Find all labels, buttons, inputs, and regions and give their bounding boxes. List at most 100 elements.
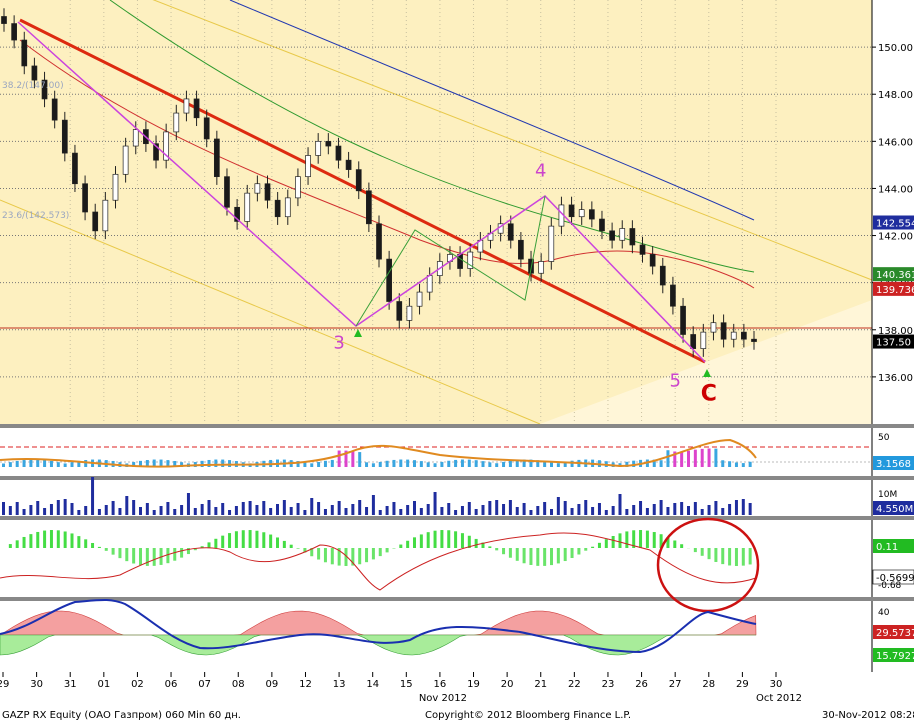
oscillator-bar	[351, 451, 355, 467]
candle-body	[609, 230, 615, 241]
indicator-tag-label: 15.7927	[876, 651, 914, 662]
candle-body	[31, 65, 38, 81]
y-tick-label: 144.00	[878, 184, 913, 195]
macd-bar	[666, 537, 670, 548]
macd-bar	[618, 533, 622, 548]
oscillator-bar	[77, 460, 81, 467]
x-tick-label: 19	[467, 679, 480, 690]
volume-bar	[741, 499, 745, 515]
macd-bar	[241, 530, 245, 548]
candle-body	[254, 183, 261, 194]
oscillator-bar	[680, 452, 684, 467]
volume-bar	[166, 502, 170, 515]
candle-body	[92, 211, 99, 232]
candle-body	[680, 305, 686, 335]
volume-bar	[625, 509, 629, 515]
indicator-tick-label: 40	[878, 608, 890, 618]
macd-bar	[748, 548, 752, 565]
macd-bar	[248, 530, 252, 548]
volume-bar	[214, 507, 218, 515]
volume-panel	[2, 477, 752, 515]
macd-bar	[111, 548, 115, 555]
macd-bar	[645, 530, 649, 548]
x-tick-label: 27	[669, 679, 682, 690]
volume-bar	[652, 504, 656, 515]
oscillator-bar	[488, 462, 492, 467]
volume-bar	[467, 502, 471, 515]
macd-bar	[508, 548, 512, 558]
volume-bar	[522, 503, 526, 515]
oscillator-bar	[84, 460, 88, 467]
macd-bar	[8, 544, 12, 548]
volume-bar	[563, 501, 567, 515]
oscillator-bar	[515, 459, 519, 467]
macd-bar	[591, 546, 595, 548]
volume-bar	[152, 510, 156, 515]
volume-bar	[454, 510, 458, 515]
macd-bar	[529, 548, 533, 565]
volume-bar	[180, 505, 184, 515]
oscillator-bar	[748, 461, 752, 467]
macd-bar	[659, 534, 663, 548]
volume-bar	[481, 505, 485, 515]
volume-bar	[310, 498, 314, 515]
volume-bar	[365, 507, 369, 515]
candle-body	[21, 39, 28, 67]
candle-body	[548, 225, 555, 262]
macd-bar	[652, 532, 656, 548]
wave-label: C	[701, 381, 717, 406]
oscillator-bar	[70, 462, 74, 467]
volume-bar	[43, 508, 47, 515]
candle-body	[284, 197, 291, 218]
x-tick-label: 02	[131, 679, 144, 690]
oscillator-bar	[8, 462, 12, 467]
candle-body	[578, 209, 585, 218]
oscillator-bar	[426, 462, 430, 467]
oscillator-bar	[139, 460, 142, 467]
macd-bar	[145, 548, 149, 566]
candle-body	[720, 322, 727, 340]
macd-line	[0, 532, 757, 591]
dmi-plus-area	[0, 610, 757, 636]
y-tick-label: 150.00	[878, 43, 913, 54]
macd-bar	[700, 548, 704, 556]
volume-bar	[515, 507, 519, 515]
fib-label: 38.2/(147.00)	[2, 81, 64, 91]
macd-bar	[43, 530, 47, 548]
volume-bar	[269, 508, 273, 515]
oscillator-bar	[303, 462, 307, 467]
oscillator-bar	[392, 459, 396, 467]
volume-bar	[419, 508, 423, 515]
oscillator-signal-line	[0, 438, 757, 468]
macd-bar	[186, 548, 190, 555]
macd-bar	[460, 533, 464, 548]
macd-bar	[639, 530, 643, 548]
candle-body	[355, 169, 362, 192]
oscillator-bar	[166, 460, 170, 467]
oscillator-bar	[741, 463, 745, 467]
oscillator-bar	[440, 461, 444, 467]
oscillator-bar	[563, 461, 567, 467]
volume-bar	[132, 500, 136, 515]
volume-bar	[56, 500, 60, 515]
volume-bar	[508, 500, 512, 515]
volume-bar	[645, 508, 649, 515]
macd-bar	[721, 548, 725, 565]
macd-bar	[714, 548, 718, 562]
volume-bar	[262, 501, 266, 515]
macd-bar	[97, 546, 101, 548]
volume-bar	[22, 509, 26, 515]
indicator-tag-label: 3.1568	[876, 459, 911, 470]
oscillator-bar	[632, 460, 636, 467]
oscillator-bar	[721, 460, 725, 467]
volume-bar	[145, 503, 149, 515]
volume-bar	[70, 503, 74, 515]
oscillator-bar	[145, 459, 149, 467]
x-tick-label: 09	[266, 679, 279, 690]
indicator-tick-label: 50	[878, 433, 890, 443]
volume-bar	[8, 506, 12, 515]
volume-bar	[255, 505, 259, 515]
volume-bar	[97, 509, 101, 515]
macd-bar	[515, 548, 519, 561]
